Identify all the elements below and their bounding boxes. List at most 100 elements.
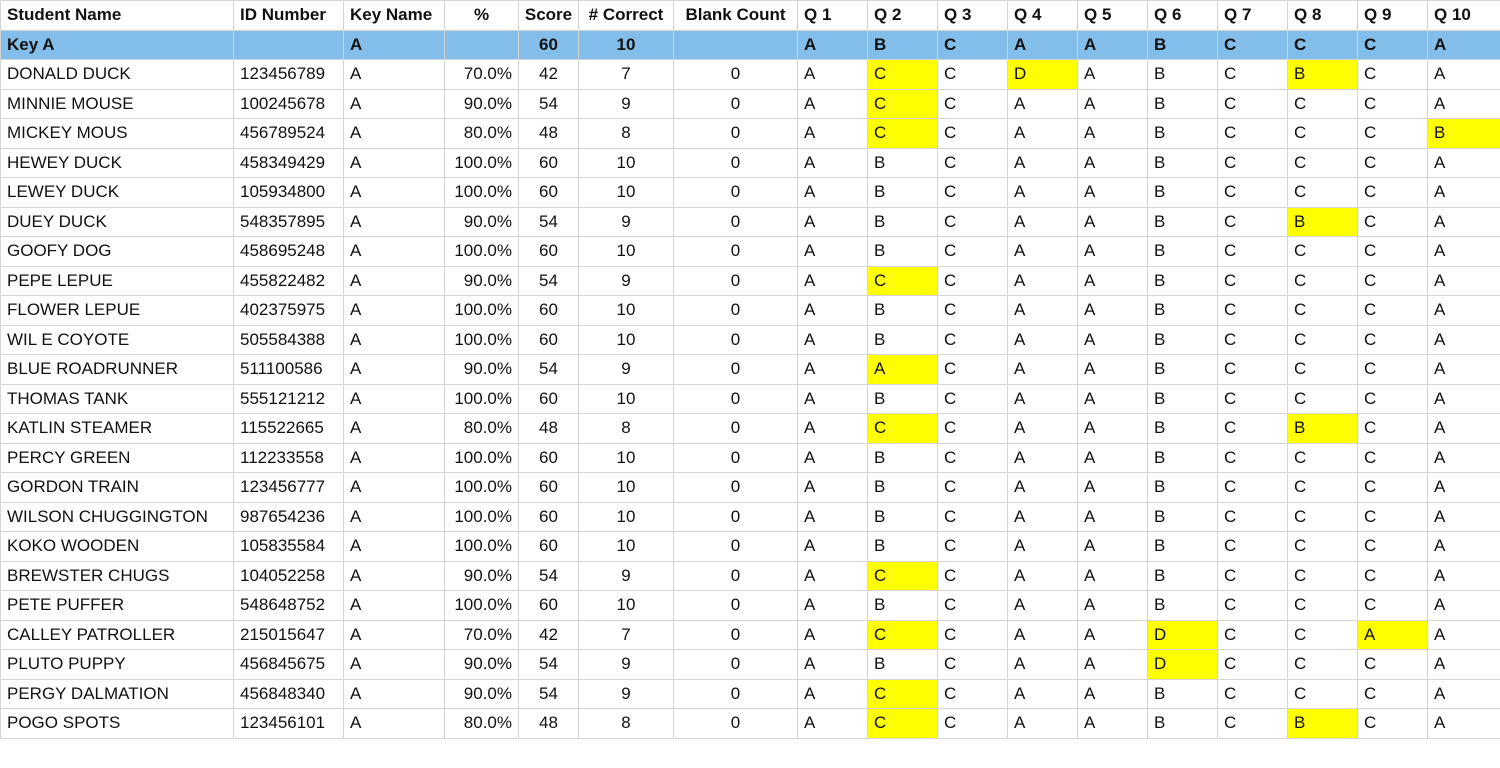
answer-cell-q6[interactable]: B	[1147, 678, 1218, 709]
answer-cell-q1[interactable]: A	[797, 442, 868, 473]
answer-cell-q9[interactable]: C	[1357, 678, 1428, 709]
blank-count-cell[interactable]: 0	[673, 177, 798, 208]
percent-cell[interactable]: 90.0%	[444, 88, 519, 119]
percent-cell[interactable]: 80.0%	[444, 413, 519, 444]
blank-count-cell[interactable]: 0	[673, 147, 798, 178]
answer-cell-q2[interactable]: C	[867, 118, 938, 149]
answer-cell-q7[interactable]: C	[1217, 590, 1288, 621]
id-number-cell[interactable]: 123456777	[233, 472, 344, 503]
id-number-cell[interactable]: 115522665	[233, 413, 344, 444]
key-answer-q4[interactable]: A	[1007, 29, 1078, 60]
blank-count-cell[interactable]: 0	[673, 324, 798, 355]
key-name-cell[interactable]: A	[343, 531, 445, 562]
answer-cell-q10[interactable]: A	[1427, 295, 1500, 326]
answer-cell-q4[interactable]: A	[1007, 560, 1078, 591]
answer-cell-q1[interactable]: A	[797, 590, 868, 621]
correct-count-cell[interactable]: 9	[578, 678, 674, 709]
answer-cell-q1[interactable]: A	[797, 531, 868, 562]
percent-cell[interactable]: 70.0%	[444, 59, 519, 90]
answer-cell-q6[interactable]: B	[1147, 206, 1218, 237]
answer-cell-q5[interactable]: A	[1077, 472, 1148, 503]
key-blank-cell[interactable]	[673, 29, 798, 60]
answer-cell-q1[interactable]: A	[797, 678, 868, 709]
score-cell[interactable]: 60	[518, 501, 579, 532]
answer-cell-q7[interactable]: C	[1217, 118, 1288, 149]
answer-cell-q6[interactable]: B	[1147, 531, 1218, 562]
answer-cell-q6[interactable]: B	[1147, 560, 1218, 591]
answer-cell-q3[interactable]: C	[937, 295, 1008, 326]
answer-cell-q7[interactable]: C	[1217, 442, 1288, 473]
id-number-cell[interactable]: 105934800	[233, 177, 344, 208]
answer-cell-q9[interactable]: A	[1357, 619, 1428, 650]
score-cell[interactable]: 42	[518, 59, 579, 90]
answer-cell-q9[interactable]: C	[1357, 442, 1428, 473]
answer-cell-q4[interactable]: A	[1007, 383, 1078, 414]
answer-cell-q2[interactable]: B	[867, 590, 938, 621]
answer-cell-q1[interactable]: A	[797, 649, 868, 680]
key-percent-cell[interactable]	[444, 29, 519, 60]
key-answer-q5[interactable]: A	[1077, 29, 1148, 60]
key-name-cell[interactable]: A	[343, 88, 445, 119]
answer-cell-q6[interactable]: B	[1147, 354, 1218, 385]
key-name-cell[interactable]: A	[343, 59, 445, 90]
answer-cell-q2[interactable]: B	[867, 649, 938, 680]
answer-cell-q4[interactable]: A	[1007, 472, 1078, 503]
answer-cell-q5[interactable]: A	[1077, 177, 1148, 208]
key-name-cell[interactable]: A	[343, 265, 445, 296]
key-name-cell[interactable]: A	[343, 413, 445, 444]
answer-cell-q9[interactable]: C	[1357, 147, 1428, 178]
answer-cell-q3[interactable]: C	[937, 118, 1008, 149]
key-key-cell[interactable]: A	[343, 29, 445, 60]
answer-cell-q5[interactable]: A	[1077, 265, 1148, 296]
percent-cell[interactable]: 100.0%	[444, 295, 519, 326]
answer-cell-q10[interactable]: B	[1427, 118, 1500, 149]
answer-cell-q6[interactable]: B	[1147, 236, 1218, 267]
answer-cell-q9[interactable]: C	[1357, 88, 1428, 119]
student-name-cell[interactable]: LEWEY DUCK	[0, 177, 234, 208]
id-number-cell[interactable]: 456845675	[233, 649, 344, 680]
key-name-cell[interactable]: A	[343, 678, 445, 709]
answer-cell-q10[interactable]: A	[1427, 236, 1500, 267]
answer-cell-q9[interactable]: C	[1357, 501, 1428, 532]
answer-cell-q5[interactable]: A	[1077, 590, 1148, 621]
answer-cell-q2[interactable]: B	[867, 147, 938, 178]
id-number-cell[interactable]: 505584388	[233, 324, 344, 355]
answer-cell-q2[interactable]: C	[867, 619, 938, 650]
answer-cell-q10[interactable]: A	[1427, 383, 1500, 414]
correct-count-cell[interactable]: 9	[578, 649, 674, 680]
answer-cell-q10[interactable]: A	[1427, 88, 1500, 119]
key-name-cell[interactable]: A	[343, 118, 445, 149]
answer-cell-q2[interactable]: B	[867, 295, 938, 326]
answer-cell-q2[interactable]: A	[867, 354, 938, 385]
answer-cell-q7[interactable]: C	[1217, 531, 1288, 562]
percent-cell[interactable]: 70.0%	[444, 619, 519, 650]
answer-cell-q1[interactable]: A	[797, 501, 868, 532]
blank-count-cell[interactable]: 0	[673, 619, 798, 650]
answer-cell-q5[interactable]: A	[1077, 383, 1148, 414]
answer-cell-q8[interactable]: C	[1287, 177, 1358, 208]
answer-cell-q1[interactable]: A	[797, 472, 868, 503]
answer-cell-q4[interactable]: A	[1007, 236, 1078, 267]
answer-cell-q2[interactable]: C	[867, 708, 938, 739]
student-name-cell[interactable]: PEPE LEPUE	[0, 265, 234, 296]
answer-cell-q4[interactable]: A	[1007, 501, 1078, 532]
answer-cell-q6[interactable]: B	[1147, 590, 1218, 621]
score-cell[interactable]: 60	[518, 147, 579, 178]
answer-cell-q2[interactable]: B	[867, 442, 938, 473]
student-name-cell[interactable]: WILSON CHUGGINGTON	[0, 501, 234, 532]
key-answer-q8[interactable]: C	[1287, 29, 1358, 60]
key-name-cell[interactable]: A	[343, 177, 445, 208]
answer-cell-q3[interactable]: C	[937, 147, 1008, 178]
key-name-cell[interactable]: A	[343, 472, 445, 503]
blank-count-cell[interactable]: 0	[673, 649, 798, 680]
answer-cell-q3[interactable]: C	[937, 708, 1008, 739]
correct-count-cell[interactable]: 9	[578, 206, 674, 237]
answer-cell-q5[interactable]: A	[1077, 354, 1148, 385]
answer-cell-q6[interactable]: D	[1147, 649, 1218, 680]
answer-cell-q10[interactable]: A	[1427, 354, 1500, 385]
answer-cell-q6[interactable]: B	[1147, 177, 1218, 208]
answer-cell-q7[interactable]: C	[1217, 88, 1288, 119]
correct-count-cell[interactable]: 10	[578, 442, 674, 473]
key-score-cell[interactable]: 60	[518, 29, 579, 60]
score-cell[interactable]: 54	[518, 206, 579, 237]
